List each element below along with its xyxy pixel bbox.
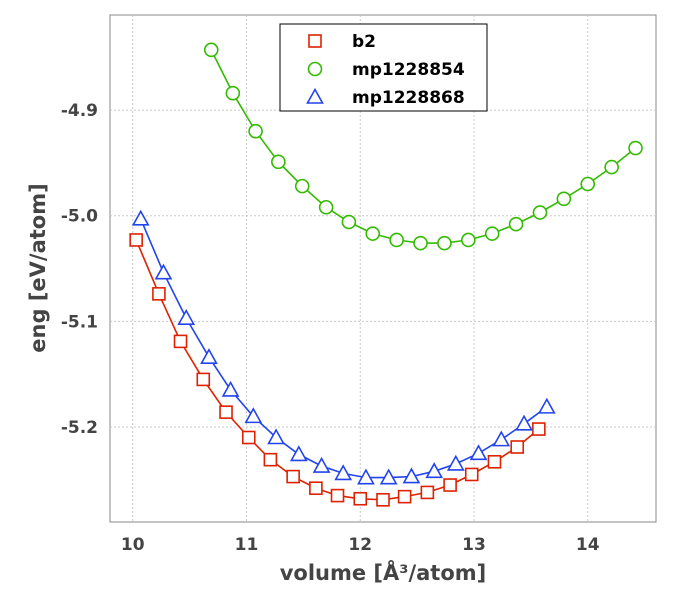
legend-marker-mp1228868 [306, 87, 324, 104]
data-point [289, 445, 308, 462]
data-point [402, 467, 421, 484]
data-point [484, 226, 500, 241]
data-point [532, 422, 546, 436]
x-tick-label: 14 [576, 535, 600, 555]
data-point [129, 233, 143, 247]
data-point [241, 430, 256, 445]
data-point [515, 414, 533, 431]
series-mp1228854 [203, 42, 643, 251]
data-point [420, 485, 435, 500]
x-tick-label: 10 [121, 535, 145, 555]
data-point [537, 397, 556, 414]
x-tick-label: 11 [235, 535, 259, 555]
data-point [353, 491, 368, 506]
data-point [397, 489, 412, 504]
data-point [357, 468, 375, 485]
data-point [177, 308, 196, 325]
data-point [196, 372, 211, 387]
data-point [309, 481, 323, 496]
data-point [341, 214, 357, 230]
data-point [532, 205, 548, 220]
data-point [379, 468, 398, 485]
data-point [244, 407, 263, 424]
data-point [152, 287, 166, 301]
data-point [425, 462, 444, 479]
y-tick-label: -5.1 [61, 312, 98, 332]
x-tick-label: 13 [462, 535, 486, 555]
data-point [492, 430, 511, 447]
x-tick-label: 12 [348, 535, 372, 555]
data-point [200, 348, 218, 365]
data-point [154, 263, 173, 280]
data-point [487, 454, 502, 469]
data-point [312, 456, 331, 473]
legend-marker-mp1228854 [307, 61, 323, 77]
data-point [469, 444, 488, 461]
data-point [556, 191, 572, 207]
tick-labels: 10 11 12 13 14 -4.9 -5.0 -5.1 -5.2 [61, 101, 600, 555]
data-point [286, 469, 300, 484]
data-point [248, 123, 263, 139]
data-point [173, 334, 188, 349]
data-point [334, 464, 353, 481]
series [129, 42, 643, 507]
data-point [628, 140, 643, 156]
data-point [131, 209, 150, 226]
data-point [263, 452, 278, 467]
data-point [443, 478, 457, 492]
data-point [446, 454, 465, 471]
data-point [330, 488, 345, 503]
data-point [580, 176, 596, 192]
legend-label: b2 [352, 32, 376, 52]
data-point [221, 380, 240, 397]
legend-label: mp1228868 [352, 88, 465, 108]
legend: b2 mp1228854 mp1228868 [279, 23, 488, 112]
data-point [604, 159, 619, 175]
data-point [219, 405, 233, 419]
data-point [365, 226, 381, 241]
x-axis-title: volume [Å³/atom] [280, 560, 487, 585]
y-tick-label: -4.9 [61, 101, 98, 121]
data-point [267, 428, 285, 445]
series-mp1228868 [131, 209, 556, 485]
legend-marker-b2 [308, 34, 322, 48]
data-point [203, 42, 219, 58]
series-b2 [129, 233, 546, 507]
data-point [376, 493, 390, 507]
data-point [464, 467, 479, 482]
y-tick-label: -5.0 [61, 207, 98, 227]
data-point [437, 235, 452, 251]
data-point [318, 199, 334, 215]
data-point [508, 216, 524, 232]
data-point [461, 232, 476, 248]
data-point [510, 440, 525, 454]
y-axis-title: eng [eV/atom] [26, 183, 50, 352]
data-point [413, 235, 428, 251]
data-point [294, 178, 310, 194]
data-point [389, 232, 404, 248]
data-point [271, 154, 286, 170]
data-point [225, 85, 241, 101]
y-tick-label: -5.2 [61, 418, 98, 438]
legend-label: mp1228854 [352, 60, 465, 80]
